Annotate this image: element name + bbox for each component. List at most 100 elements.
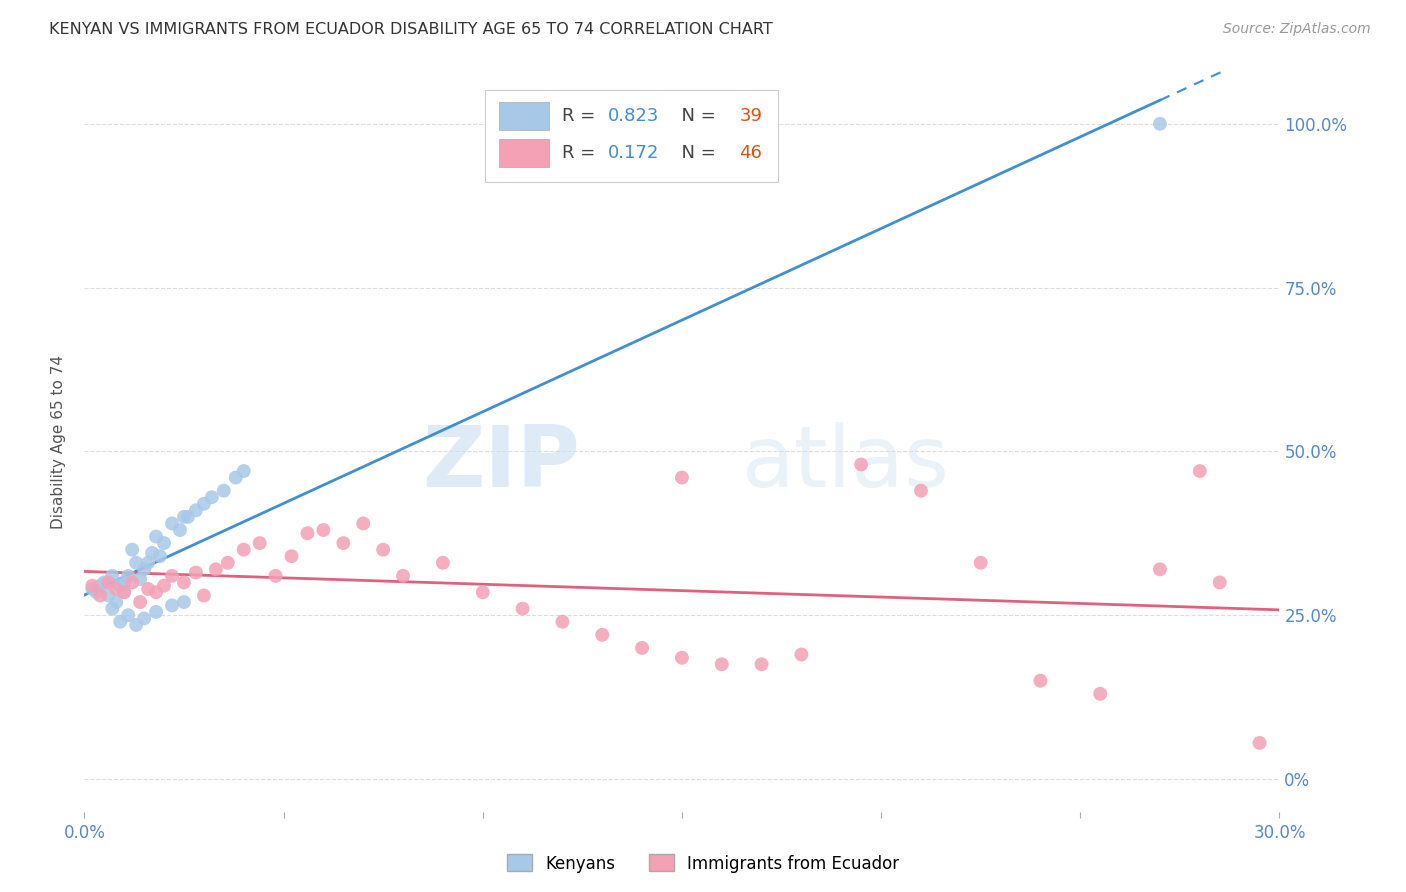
Point bbox=[125, 618, 148, 632]
Point bbox=[392, 569, 415, 583]
Text: R =: R = bbox=[562, 107, 602, 125]
Point bbox=[1090, 687, 1112, 701]
Point bbox=[132, 562, 156, 576]
Point bbox=[225, 470, 247, 484]
Point bbox=[117, 608, 139, 623]
Point bbox=[432, 556, 454, 570]
Point bbox=[790, 648, 813, 662]
Point bbox=[264, 569, 287, 583]
Text: Source: ZipAtlas.com: Source: ZipAtlas.com bbox=[1223, 22, 1371, 37]
Point bbox=[1188, 464, 1211, 478]
Point bbox=[89, 589, 111, 603]
Point bbox=[136, 582, 159, 596]
Legend: Kenyans, Immigrants from Ecuador: Kenyans, Immigrants from Ecuador bbox=[501, 847, 905, 880]
Text: 39: 39 bbox=[740, 107, 762, 125]
Point bbox=[551, 615, 574, 629]
Point bbox=[751, 657, 773, 672]
Point bbox=[232, 542, 254, 557]
Point bbox=[851, 458, 873, 472]
Point bbox=[105, 595, 128, 609]
Point bbox=[129, 595, 152, 609]
Point bbox=[184, 503, 207, 517]
Point bbox=[205, 562, 228, 576]
Point bbox=[217, 556, 239, 570]
Point bbox=[631, 640, 654, 655]
Point bbox=[110, 579, 132, 593]
Point bbox=[512, 601, 534, 615]
Point bbox=[169, 523, 191, 537]
Text: atlas: atlas bbox=[742, 422, 949, 505]
Point bbox=[160, 516, 183, 531]
Point bbox=[160, 569, 183, 583]
Point bbox=[97, 589, 120, 603]
Y-axis label: Disability Age 65 to 74: Disability Age 65 to 74 bbox=[51, 354, 66, 529]
Point bbox=[1209, 575, 1232, 590]
Point bbox=[184, 566, 207, 580]
Point bbox=[112, 585, 135, 599]
Point bbox=[173, 575, 195, 590]
Point bbox=[112, 575, 135, 590]
Point bbox=[145, 605, 167, 619]
Point bbox=[101, 601, 124, 615]
Point bbox=[153, 579, 176, 593]
Point bbox=[97, 575, 120, 590]
Point bbox=[82, 582, 104, 596]
Point bbox=[671, 650, 693, 665]
Point bbox=[312, 523, 335, 537]
Text: N =: N = bbox=[671, 107, 721, 125]
Point bbox=[105, 582, 128, 596]
Text: 0.823: 0.823 bbox=[607, 107, 659, 125]
Point bbox=[121, 542, 143, 557]
Point bbox=[160, 599, 183, 613]
Point bbox=[121, 575, 143, 590]
Point bbox=[352, 516, 374, 531]
Point bbox=[173, 595, 195, 609]
Point bbox=[82, 579, 104, 593]
Point bbox=[471, 585, 494, 599]
Point bbox=[125, 556, 148, 570]
Text: KENYAN VS IMMIGRANTS FROM ECUADOR DISABILITY AGE 65 TO 74 CORRELATION CHART: KENYAN VS IMMIGRANTS FROM ECUADOR DISABI… bbox=[49, 22, 773, 37]
Text: ZIP: ZIP bbox=[423, 422, 581, 505]
Point bbox=[710, 657, 733, 672]
Point bbox=[86, 585, 108, 599]
Point bbox=[93, 575, 115, 590]
Point bbox=[101, 569, 124, 583]
Point bbox=[110, 615, 132, 629]
Point bbox=[332, 536, 354, 550]
Point bbox=[201, 490, 224, 504]
Point bbox=[145, 530, 167, 544]
Point bbox=[1029, 673, 1052, 688]
Point bbox=[141, 546, 163, 560]
Point bbox=[153, 536, 176, 550]
Text: N =: N = bbox=[671, 144, 721, 161]
Point bbox=[145, 585, 167, 599]
Point bbox=[591, 628, 613, 642]
Point bbox=[177, 509, 200, 524]
Point bbox=[112, 585, 135, 599]
Point bbox=[671, 470, 693, 484]
Point bbox=[173, 509, 195, 524]
Text: R =: R = bbox=[562, 144, 602, 161]
Point bbox=[129, 572, 152, 586]
Point bbox=[910, 483, 932, 498]
Point bbox=[132, 611, 156, 625]
FancyBboxPatch shape bbox=[499, 102, 550, 130]
Point bbox=[373, 542, 395, 557]
Point bbox=[193, 589, 215, 603]
Point bbox=[970, 556, 993, 570]
Point bbox=[193, 497, 215, 511]
Point bbox=[280, 549, 302, 564]
Point bbox=[1149, 117, 1171, 131]
Point bbox=[232, 464, 254, 478]
FancyBboxPatch shape bbox=[499, 139, 550, 167]
Point bbox=[117, 569, 139, 583]
Text: 46: 46 bbox=[740, 144, 762, 161]
Point bbox=[249, 536, 271, 550]
Point bbox=[1249, 736, 1271, 750]
Point bbox=[1149, 562, 1171, 576]
Point bbox=[212, 483, 235, 498]
Point bbox=[136, 556, 159, 570]
Point bbox=[149, 549, 172, 564]
Point bbox=[89, 579, 111, 593]
Text: 0.172: 0.172 bbox=[607, 144, 659, 161]
